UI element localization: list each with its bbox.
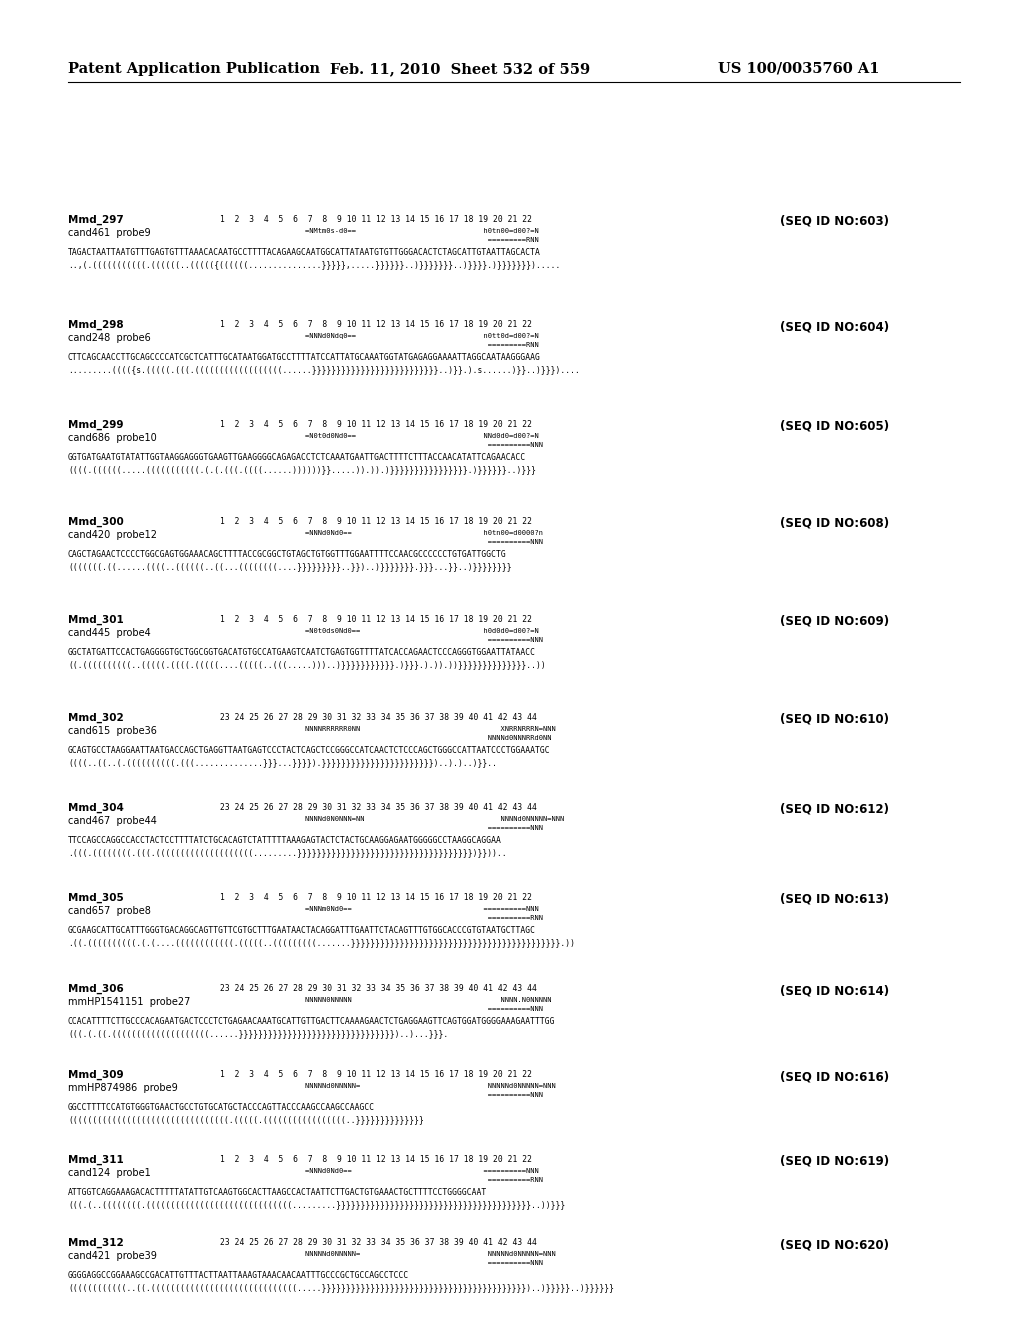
Text: Mmd_312: Mmd_312 — [68, 1238, 124, 1249]
Text: (SEQ ID NO:616): (SEQ ID NO:616) — [780, 1071, 889, 1082]
Text: Mmd_309: Mmd_309 — [68, 1071, 124, 1080]
Text: (((.(.((.((((((((((((((((((((......}}}}}}}}}}}}}}}}}}}}}}}}}}}}}}}})..)...}}}.: (((.(.((.((((((((((((((((((((......}}}}}… — [68, 1030, 449, 1038]
Text: (SEQ ID NO:619): (SEQ ID NO:619) — [780, 1155, 889, 1168]
Text: ((((((((((((..((.((((((((((((((((((((((((((((((.....}}}}}}}}}}}}}}}}}}}}}}}}}}}}: ((((((((((((..((.(((((((((((((((((((((((… — [68, 1283, 614, 1292]
Text: =N0t0ds0Nd0==                             h0d0d0=d00?=N: =N0t0ds0Nd0== h0d0d0=d00?=N — [220, 628, 539, 634]
Text: 1  2  3  4  5  6  7  8  9 10 11 12 13 14 15 16 17 18 19 20 21 22: 1 2 3 4 5 6 7 8 9 10 11 12 13 14 15 16 1… — [220, 319, 532, 329]
Text: 23 24 25 26 27 28 29 30 31 32 33 34 35 36 37 38 39 40 41 42 43 44: 23 24 25 26 27 28 29 30 31 32 33 34 35 3… — [220, 713, 537, 722]
Text: =NNNd0Nd0==                               h0tn00=d0000?n: =NNNd0Nd0== h0tn00=d0000?n — [220, 531, 543, 536]
Text: .........(((({s.(((((.(((.((((((((((((((((((......}}}}}}}}}}}}}}}}}}}}}}}}}}..)}: .........(((({s.(((((.(((.((((((((((((((… — [68, 366, 580, 374]
Text: (SEQ ID NO:605): (SEQ ID NO:605) — [780, 420, 889, 433]
Text: CAGCTAGAACTCCCCTGGCGAGTGGAAACAGCTTTTACCGCGGCTGTAGCTGTGGTTTGGAATTTTCCAACGCCCCCCTG: CAGCTAGAACTCCCCTGGCGAGTGGAAACAGCTTTTACCG… — [68, 550, 507, 558]
Text: Mmd_301: Mmd_301 — [68, 615, 124, 626]
Text: NNNNN0NNNNN                                   NNNN.N0NNNNN: NNNNN0NNNNN NNNN.N0NNNNN — [220, 997, 552, 1003]
Text: (SEQ ID NO:609): (SEQ ID NO:609) — [780, 615, 889, 628]
Text: (SEQ ID NO:614): (SEQ ID NO:614) — [780, 983, 889, 997]
Text: GCAGTGCCTAAGGAATTAATGACCAGCTGAGGTTAATGAGTCCCTACTCAGCTCCGGGCCATCAACTCTCCCAGCTGGGC: GCAGTGCCTAAGGAATTAATGACCAGCTGAGGTTAATGAG… — [68, 746, 551, 755]
Text: 1  2  3  4  5  6  7  8  9 10 11 12 13 14 15 16 17 18 19 20 21 22: 1 2 3 4 5 6 7 8 9 10 11 12 13 14 15 16 1… — [220, 215, 532, 224]
Text: (((((((((((((((((((((((((((((((((.(((((.(((((((((((((((((..}}}}}}}}}}}}}}: (((((((((((((((((((((((((((((((((.(((((.… — [68, 1115, 424, 1125]
Text: 23 24 25 26 27 28 29 30 31 32 33 34 35 36 37 38 39 40 41 42 43 44: 23 24 25 26 27 28 29 30 31 32 33 34 35 3… — [220, 803, 537, 812]
Text: ==========NNN: ==========NNN — [220, 442, 543, 447]
Text: GGCCTTTTCCATGTGGGTGAACTGCCTGTGCATGCTACCCAGTTACCCAAGCCAAGCCAAGCC: GGCCTTTTCCATGTGGGTGAACTGCCTGTGCATGCTACCC… — [68, 1104, 375, 1111]
Text: Mmd_300: Mmd_300 — [68, 517, 124, 527]
Text: GGTGATGAATGTATATTGGTAAGGAGGGTGAAGTTGAAGGGGCAGAGACCTCTCAAATGAATTGACTTTTCTTTACCAAC: GGTGATGAATGTATATTGGTAAGGAGGGTGAAGTTGAAGG… — [68, 453, 526, 462]
Text: TTCCAGCCAGGCCACCTACTCCTTTTATCTGCACAGTCTATTTTTAAAGAGTACTCTACTGCAAGGAGAATGGGGGCCTA: TTCCAGCCAGGCCACCTACTCCTTTTATCTGCACAGTCTA… — [68, 836, 502, 845]
Text: Mmd_299: Mmd_299 — [68, 420, 124, 430]
Text: 1  2  3  4  5  6  7  8  9 10 11 12 13 14 15 16 17 18 19 20 21 22: 1 2 3 4 5 6 7 8 9 10 11 12 13 14 15 16 1… — [220, 420, 532, 429]
Text: (((((((.((......((((..((((((..((...((((((((....}}}}}}}}}..}})..)}}}}}}}.}}}...}}: (((((((.((......((((..((((((..((...(((((… — [68, 562, 512, 572]
Text: NNNNRRRRRR0NN                                 XNRRNRRRN=NNN: NNNNRRRRRR0NN XNRRNRRRN=NNN — [220, 726, 556, 733]
Text: cand615  probe36: cand615 probe36 — [68, 726, 157, 737]
Text: =========RNN: =========RNN — [220, 342, 539, 348]
Text: ..,(.(((((((((((.((((((..((((({((((((...............}}}}},.....}}}}}}..)}}}}}}}.: ..,(.(((((((((((.((((((..((((({((((((...… — [68, 260, 560, 269]
Text: 1  2  3  4  5  6  7  8  9 10 11 12 13 14 15 16 17 18 19 20 21 22: 1 2 3 4 5 6 7 8 9 10 11 12 13 14 15 16 1… — [220, 517, 532, 525]
Text: Mmd_302: Mmd_302 — [68, 713, 124, 723]
Text: mmHP1541151  probe27: mmHP1541151 probe27 — [68, 997, 190, 1007]
Text: =NMtm0s-d0==                              h0tn00=d00?=N: =NMtm0s-d0== h0tn00=d00?=N — [220, 228, 539, 234]
Text: GCGAAGCATTGCATTTGGGTGACAGGCAGTTGTTCGTGCTTTGAATAACTACAGGATTTGAATTCTACAGTTTGTGGCAC: GCGAAGCATTGCATTTGGGTGACAGGCAGTTGTTCGTGCT… — [68, 927, 536, 935]
Text: Mmd_311: Mmd_311 — [68, 1155, 124, 1166]
Text: cand420  probe12: cand420 probe12 — [68, 531, 157, 540]
Text: cand124  probe1: cand124 probe1 — [68, 1168, 151, 1177]
Text: TAGACTAATTAATGTTTGAGTGTTTAAACACAATGCCTTTTACAGAAGCAATGGCATTATAATGTGTTGGGACACTCTAG: TAGACTAATTAATGTTTGAGTGTTTAAACACAATGCCTTT… — [68, 248, 541, 257]
Text: cand248  probe6: cand248 probe6 — [68, 333, 151, 343]
Text: 1  2  3  4  5  6  7  8  9 10 11 12 13 14 15 16 17 18 19 20 21 22: 1 2 3 4 5 6 7 8 9 10 11 12 13 14 15 16 1… — [220, 1155, 532, 1164]
Text: GGCTATGATTCCACTGAGGGGTGCTGGCGGTGACATGTGCCATGAAGTCAATCTGAGTGGTTTTATCACCAGAACTCCCA: GGCTATGATTCCACTGAGGGGTGCTGGCGGTGACATGTGC… — [68, 648, 536, 657]
Text: mmHP874986  probe9: mmHP874986 probe9 — [68, 1082, 178, 1093]
Text: cand686  probe10: cand686 probe10 — [68, 433, 157, 444]
Text: 1  2  3  4  5  6  7  8  9 10 11 12 13 14 15 16 17 18 19 20 21 22: 1 2 3 4 5 6 7 8 9 10 11 12 13 14 15 16 1… — [220, 615, 532, 624]
Text: ==========NNN: ==========NNN — [220, 539, 543, 545]
Text: ==========NNN: ==========NNN — [220, 638, 543, 643]
Text: ==========NNN: ==========NNN — [220, 825, 543, 832]
Text: CCACATTTTCTTGCCCACAGAATGACTCCCTCTGAGAACAAATGCATTGTTGACTTCAAAAGAACTCTGAGGAAGTTCAG: CCACATTTTCTTGCCCACAGAATGACTCCCTCTGAGAACA… — [68, 1016, 555, 1026]
Text: Feb. 11, 2010  Sheet 532 of 559: Feb. 11, 2010 Sheet 532 of 559 — [330, 62, 590, 77]
Text: (SEQ ID NO:604): (SEQ ID NO:604) — [780, 319, 889, 333]
Text: .(((.((((((((.(((.((((((((((((((((((((.........}}}}}}}}}}}}}}}}}}}}}}}}}}}}}}}}}: .(((.((((((((.(((.((((((((((((((((((((..… — [68, 847, 507, 857]
Text: =========RNN: =========RNN — [220, 238, 539, 243]
Text: .((.((((((((((.(.(....((((((((((((.(((((..(((((((((.......}}}}}}}}}}}}}}}}}}}}}}: .((.((((((((((.(.(....((((((((((((.(((((… — [68, 939, 575, 946]
Text: (SEQ ID NO:613): (SEQ ID NO:613) — [780, 894, 889, 906]
Text: =N0t0d0Nd0==                              NNd0d0=d00?=N: =N0t0d0Nd0== NNd0d0=d00?=N — [220, 433, 539, 440]
Text: (SEQ ID NO:603): (SEQ ID NO:603) — [780, 215, 889, 228]
Text: cand657  probe8: cand657 probe8 — [68, 906, 151, 916]
Text: ==========NNN: ==========NNN — [220, 1261, 543, 1266]
Text: ((.((((((((((..(((((.((((.(((((....(((((..(((.....)))..)}}}}}}}}}}}.)}}}.).)).)): ((.((((((((((..(((((.((((.(((((....(((((… — [68, 660, 546, 669]
Text: CTTCAGCAACCTTGCAGCCCCATCGCTCATTTGCATAATGGATGCCTTTTATCCATTATGCAAATGGTATGAGAGGAAAA: CTTCAGCAACCTTGCAGCCCCATCGCTCATTTGCATAATG… — [68, 352, 541, 362]
Text: ATTGGTCAGGAAAGACACTTTTTATATTGTCAAGTGGCACTTAAGCCACTAATTCTTGACTGTGAAACTGCTTTTCCTGG: ATTGGTCAGGAAAGACACTTTTTATATTGTCAAGTGGCAC… — [68, 1188, 487, 1197]
Text: ((((.((((((.....(((((((((((.(.(.(((.((((......))))))}}.....)).)).)}}}}}}}}}}}}}}: ((((.((((((.....(((((((((((.(.(.(((.((((… — [68, 465, 536, 474]
Text: ((((..((..(.((((((((((.(((..............}}}...}}}}).}}}}}}}}}}}}}}}}}}}}}}})..).: ((((..((..(.((((((((((.(((..............… — [68, 758, 497, 767]
Text: GGGGAGGCCGGAAAGCCGACATTGTTTACTTAATTAAAGTAAACAACAATTTGCCCGCTGCCAGCCTCCC: GGGGAGGCCGGAAAGCCGACATTGTTTACTTAATTAAAGT… — [68, 1271, 410, 1280]
Text: US 100/0035760 A1: US 100/0035760 A1 — [718, 62, 880, 77]
Text: Mmd_298: Mmd_298 — [68, 319, 124, 330]
Text: 1  2  3  4  5  6  7  8  9 10 11 12 13 14 15 16 17 18 19 20 21 22: 1 2 3 4 5 6 7 8 9 10 11 12 13 14 15 16 1… — [220, 894, 532, 902]
Text: (((.(..((((((((.((((((((((((((((((((((((((((((.........}}}}}}}}}}}}}}}}}}}}}}}}}: (((.(..((((((((.((((((((((((((((((((((((… — [68, 1200, 565, 1209]
Text: 1  2  3  4  5  6  7  8  9 10 11 12 13 14 15 16 17 18 19 20 21 22: 1 2 3 4 5 6 7 8 9 10 11 12 13 14 15 16 1… — [220, 1071, 532, 1078]
Text: NNNNNd0NNNNN=                              NNNNNd0NNNNN=NNN: NNNNNd0NNNNN= NNNNNd0NNNNN=NNN — [220, 1251, 556, 1257]
Text: NNNNd0N0NNN=NN                                NNNNd0NNNNN=NNN: NNNNd0N0NNN=NN NNNNd0NNNNN=NNN — [220, 816, 564, 822]
Text: cand467  probe44: cand467 probe44 — [68, 816, 157, 826]
Text: 23 24 25 26 27 28 29 30 31 32 33 34 35 36 37 38 39 40 41 42 43 44: 23 24 25 26 27 28 29 30 31 32 33 34 35 3… — [220, 983, 537, 993]
Text: Mmd_297: Mmd_297 — [68, 215, 124, 226]
Text: Mmd_304: Mmd_304 — [68, 803, 124, 813]
Text: Mmd_305: Mmd_305 — [68, 894, 124, 903]
Text: NNNNd0NNNRRd0NN: NNNNd0NNNRRd0NN — [220, 735, 552, 741]
Text: (SEQ ID NO:608): (SEQ ID NO:608) — [780, 517, 889, 531]
Text: =NNNm0Nd0==                               ==========NNN: =NNNm0Nd0== ==========NNN — [220, 906, 539, 912]
Text: Mmd_306: Mmd_306 — [68, 983, 124, 994]
Text: cand421  probe39: cand421 probe39 — [68, 1251, 157, 1261]
Text: ==========NNN: ==========NNN — [220, 1092, 543, 1098]
Text: cand445  probe4: cand445 probe4 — [68, 628, 151, 638]
Text: (SEQ ID NO:620): (SEQ ID NO:620) — [780, 1238, 889, 1251]
Text: =NNNd0Ndq0==                              n0tt0d=d00?=N: =NNNd0Ndq0== n0tt0d=d00?=N — [220, 333, 539, 339]
Text: (SEQ ID NO:612): (SEQ ID NO:612) — [780, 803, 889, 816]
Text: =NNNd0Nd0==                               ==========NNN: =NNNd0Nd0== ==========NNN — [220, 1168, 539, 1173]
Text: ==========NNN: ==========NNN — [220, 1006, 543, 1012]
Text: 23 24 25 26 27 28 29 30 31 32 33 34 35 36 37 38 39 40 41 42 43 44: 23 24 25 26 27 28 29 30 31 32 33 34 35 3… — [220, 1238, 537, 1247]
Text: (SEQ ID NO:610): (SEQ ID NO:610) — [780, 713, 889, 726]
Text: cand461  probe9: cand461 probe9 — [68, 228, 151, 238]
Text: Patent Application Publication: Patent Application Publication — [68, 62, 319, 77]
Text: ==========RNN: ==========RNN — [220, 1177, 543, 1183]
Text: NNNNNd0NNNNN=                              NNNNNd0NNNNN=NNN: NNNNNd0NNNNN= NNNNNd0NNNNN=NNN — [220, 1082, 556, 1089]
Text: ==========RNN: ==========RNN — [220, 915, 543, 921]
